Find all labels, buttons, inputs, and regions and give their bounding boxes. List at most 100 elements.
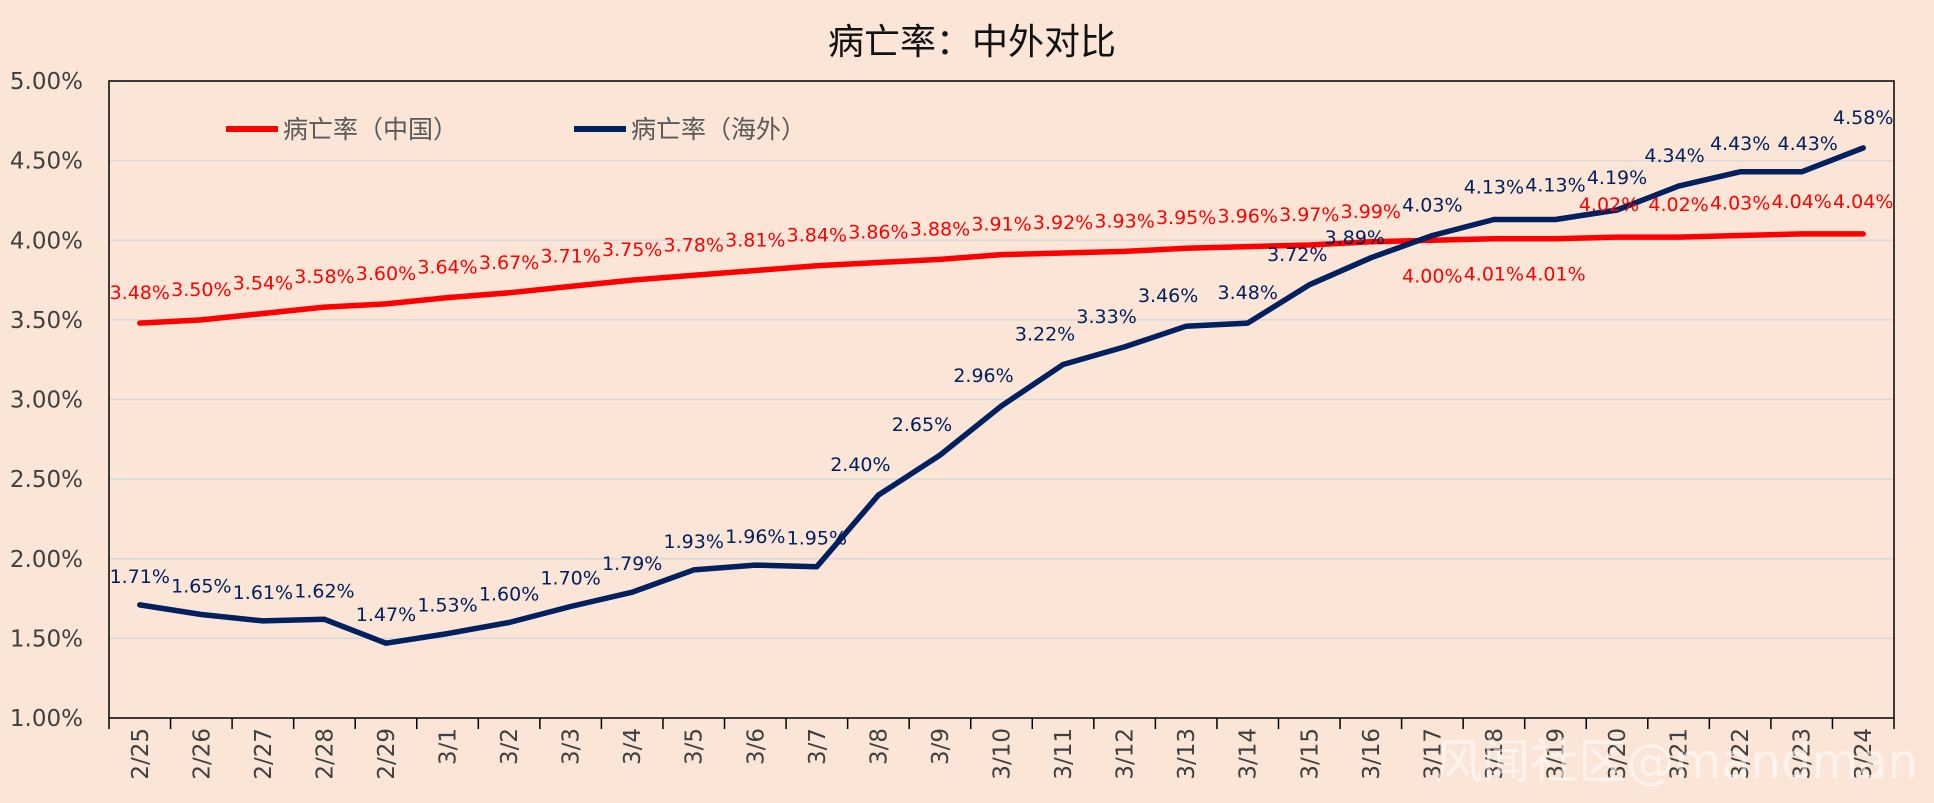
x-tick-label: 3/13 xyxy=(1174,728,1200,780)
data-label-overseas: 2.65% xyxy=(892,414,952,436)
data-label-overseas: 4.03% xyxy=(1402,194,1462,216)
data-label-china: 3.75% xyxy=(602,239,662,261)
x-tick-label: 3/2 xyxy=(497,728,523,765)
y-tick-label: 4.00% xyxy=(10,228,83,254)
x-tick-label: 3/15 xyxy=(1297,728,1323,780)
data-label-china: 3.64% xyxy=(417,257,477,279)
data-label-china: 3.81% xyxy=(725,230,785,252)
data-label-china: 3.99% xyxy=(1341,201,1401,223)
x-tick-label: 3/1 xyxy=(436,728,462,765)
data-label-overseas: 4.13% xyxy=(1464,177,1524,199)
x-tick-label: 3/21 xyxy=(1667,728,1693,780)
data-label-overseas: 1.47% xyxy=(356,604,416,626)
data-label-overseas: 2.40% xyxy=(830,454,890,476)
data-label-overseas: 4.43% xyxy=(1710,133,1770,155)
data-label-china: 3.93% xyxy=(1094,210,1154,232)
data-label-overseas: 1.71% xyxy=(110,566,170,588)
data-label-china: 3.88% xyxy=(910,218,970,240)
data-label-china: 3.58% xyxy=(294,266,354,288)
legend-label-china: 病亡率（中国） xyxy=(283,115,458,144)
data-label-overseas: 4.13% xyxy=(1525,175,1585,197)
data-label-china: 4.04% xyxy=(1771,191,1831,213)
chart-title: 病亡率：中外对比 xyxy=(828,22,1116,63)
x-tick-label: 3/19 xyxy=(1543,728,1569,780)
x-tick-label: 3/7 xyxy=(805,728,831,765)
x-tick-label: 2/26 xyxy=(189,728,215,780)
x-tick-label: 3/9 xyxy=(928,728,954,765)
data-label-overseas: 4.43% xyxy=(1777,133,1837,155)
data-label-overseas: 3.22% xyxy=(1015,323,1075,345)
data-label-china: 3.78% xyxy=(664,234,724,256)
data-label-china: 4.02% xyxy=(1648,194,1708,216)
data-label-china: 3.67% xyxy=(479,252,539,274)
series-line-china xyxy=(137,231,1866,326)
x-tick-label: 3/16 xyxy=(1359,728,1385,780)
x-tick-label: 2/27 xyxy=(251,728,277,780)
x-tick-label: 3/14 xyxy=(1236,728,1262,780)
legend-label-overseas: 病亡率（海外） xyxy=(631,115,806,144)
data-label-overseas: 1.53% xyxy=(417,595,477,617)
data-label-overseas: 1.70% xyxy=(540,568,600,590)
data-label-china: 3.97% xyxy=(1279,204,1339,226)
data-label-overseas: 1.93% xyxy=(664,531,724,553)
x-tick-label: 3/10 xyxy=(990,728,1016,780)
data-label-overseas: 1.96% xyxy=(725,526,785,548)
data-label-china: 3.54% xyxy=(233,273,293,295)
data-label-overseas: 1.60% xyxy=(479,583,539,605)
data-label-overseas: 1.65% xyxy=(171,575,231,597)
data-label-china: 3.60% xyxy=(356,263,416,285)
data-label-china: 4.01% xyxy=(1525,264,1585,286)
data-label-overseas: 3.46% xyxy=(1138,285,1198,307)
x-tick-label: 3/20 xyxy=(1605,728,1631,780)
y-tick-label: 4.50% xyxy=(10,149,83,175)
y-tick-label: 3.50% xyxy=(10,308,83,334)
x-tick-label: 3/17 xyxy=(1420,728,1446,780)
data-label-overseas: 3.33% xyxy=(1076,306,1136,328)
watermark: 风闻社区@mandman xyxy=(1434,734,1918,790)
data-label-china: 4.04% xyxy=(1833,191,1893,213)
data-label-overseas: 3.48% xyxy=(1218,282,1278,304)
data-label-china: 3.84% xyxy=(787,225,847,247)
data-label-china: 3.71% xyxy=(540,245,600,267)
data-label-china: 4.02% xyxy=(1579,194,1639,216)
x-tick-label: 2/28 xyxy=(312,728,338,780)
x-tick-label: 3/11 xyxy=(1051,728,1077,780)
data-label-overseas: 4.19% xyxy=(1587,167,1647,189)
data-label-overseas: 2.96% xyxy=(953,365,1013,387)
grid-lines xyxy=(109,159,1894,640)
data-label-china: 3.92% xyxy=(1033,212,1093,234)
x-tick-label: 2/25 xyxy=(128,728,154,780)
x-tick-label: 3/8 xyxy=(866,728,892,765)
axes xyxy=(108,80,1895,729)
series-lines xyxy=(137,145,1866,646)
data-label-overseas: 1.61% xyxy=(233,582,293,604)
data-label-overseas: 4.58% xyxy=(1833,107,1893,129)
data-label-overseas: 1.79% xyxy=(602,553,662,575)
y-tick-label: 3.00% xyxy=(10,388,83,414)
data-label-china: 3.91% xyxy=(971,214,1031,236)
data-label-china: 4.01% xyxy=(1464,264,1524,286)
data-label-china: 3.86% xyxy=(848,222,908,244)
x-tick-label: 3/23 xyxy=(1790,728,1816,780)
x-axis-ticks: 2/25 2/26 2/27 2/28 2/29 3/1 3/2 3/3 3/4 3/5 3/6 3/… xyxy=(128,728,1877,780)
y-tick-label: 2.50% xyxy=(10,467,83,493)
x-tick-label: 2/29 xyxy=(374,728,400,780)
data-label-overseas: 1.95% xyxy=(787,528,847,550)
data-label-china: 3.50% xyxy=(171,279,231,301)
x-tick-label: 3/12 xyxy=(1113,728,1139,780)
x-tick-label: 3/24 xyxy=(1851,728,1877,780)
data-label-china: 3.48% xyxy=(110,282,170,304)
data-label-overseas: 4.34% xyxy=(1644,145,1704,167)
data-label-china: 3.95% xyxy=(1156,207,1216,229)
data-label-china: 4.03% xyxy=(1710,192,1770,214)
data-label-overseas: 3.89% xyxy=(1325,227,1385,249)
data-label-china: 3.96% xyxy=(1218,206,1278,228)
plot-border xyxy=(108,80,1895,719)
data-label-overseas: 3.72% xyxy=(1267,244,1327,266)
x-tick-label: 3/5 xyxy=(682,728,708,765)
y-tick-label: 1.00% xyxy=(10,706,83,732)
data-label-overseas: 1.62% xyxy=(294,580,354,602)
y-axis-ticks: 1.00% 1.50% 2.00% 2.50% 3.00% 3.50% 4.00% 4.50%… xyxy=(10,69,83,732)
y-tick-label: 2.00% xyxy=(10,547,83,573)
